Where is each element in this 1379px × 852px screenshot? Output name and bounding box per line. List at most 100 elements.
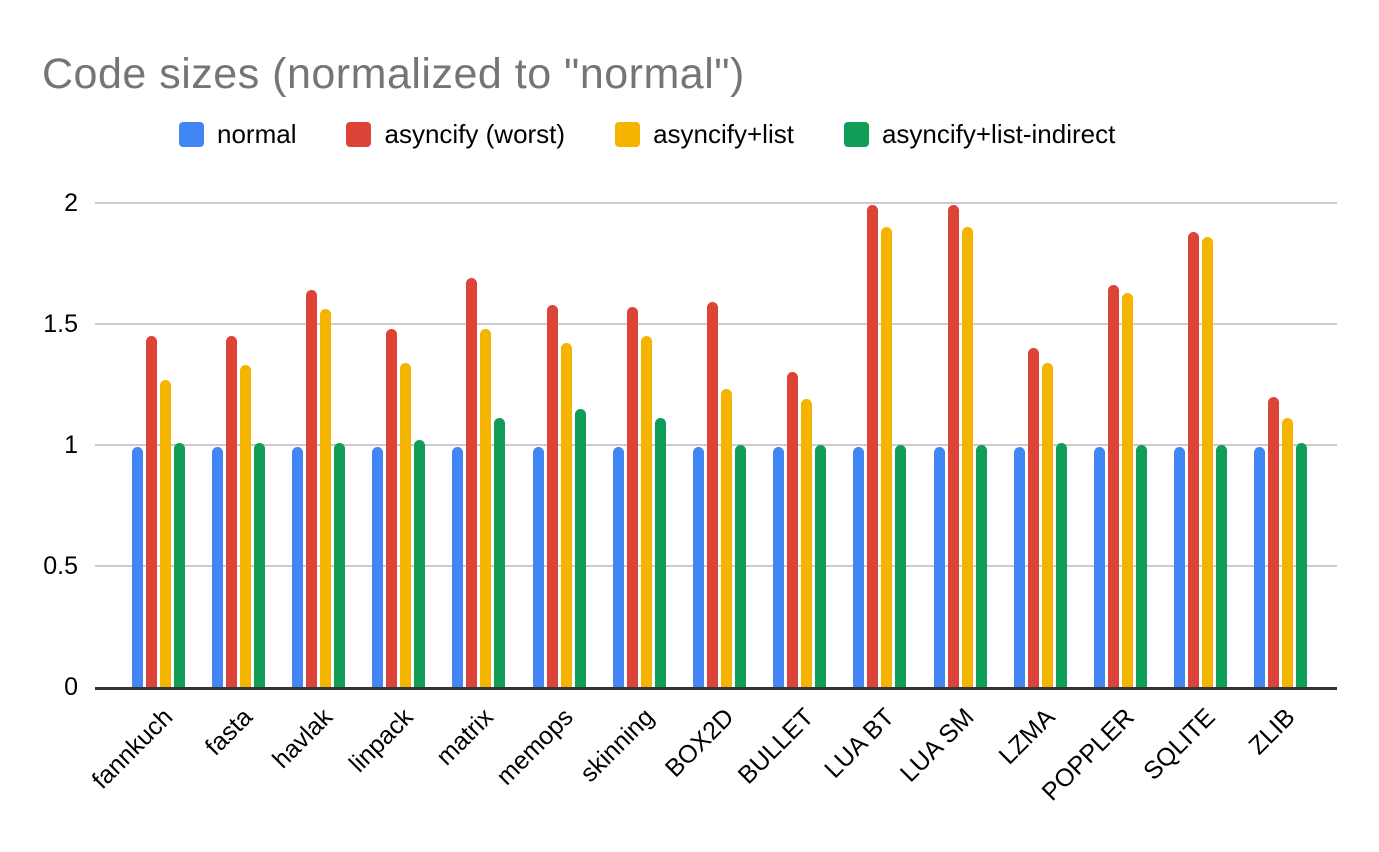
bar-asyncify+list-indirect	[253, 442, 265, 687]
bar-asyncify-worst-	[1027, 348, 1039, 687]
legend-item-normal: normal	[179, 119, 296, 150]
bar-group-bullet	[760, 203, 840, 687]
bar-asyncify+list-indirect	[734, 445, 746, 687]
bar-group-matrix	[439, 203, 519, 687]
bar-group-memops	[519, 203, 599, 687]
legend-label: asyncify (worst)	[384, 119, 566, 149]
bar-asyncify+list-indirect	[975, 445, 987, 687]
bar-asyncify+list-indirect	[1296, 442, 1308, 687]
bar-normal	[372, 447, 384, 687]
bar-group-lua-bt	[840, 203, 920, 687]
y-tick-label: 0	[64, 673, 78, 701]
bar-asyncify+list	[881, 227, 893, 687]
x-tick-label: fannkuch	[86, 703, 178, 795]
bar-asyncify-worst-	[1268, 396, 1280, 687]
bar-normal	[1013, 447, 1025, 687]
bar-asyncify-worst-	[626, 307, 638, 687]
bar-normal	[211, 447, 223, 687]
bar-normal	[773, 447, 785, 687]
bar-asyncify-worst-	[386, 328, 398, 687]
bar-group-havlak	[278, 203, 358, 687]
bar-asyncify+list-indirect	[895, 445, 907, 687]
legend-swatch	[346, 122, 372, 147]
bar-group-fannkuch	[118, 203, 198, 687]
x-axis-line	[95, 687, 1337, 690]
bar-normal	[131, 447, 143, 687]
bar-asyncify+list	[239, 365, 251, 687]
legend-item-asyncify+list-indirect: asyncify+list-indirect	[843, 119, 1116, 150]
legend-label: asyncify+list	[653, 119, 794, 149]
y-tick-label: 1	[64, 431, 78, 459]
bar-asyncify-worst-	[706, 302, 718, 687]
x-tick-label: BOX2D	[659, 703, 740, 783]
bar-asyncify+list	[801, 399, 813, 687]
x-tick-label: linpack	[343, 703, 419, 778]
bar-asyncify+list	[1202, 236, 1214, 687]
bar-asyncify-worst-	[867, 205, 879, 687]
legend-swatch	[843, 122, 869, 147]
bar-asyncify+list-indirect	[494, 418, 506, 687]
bar-normal	[1174, 447, 1186, 687]
x-tick-label: matrix	[430, 703, 499, 771]
bar-asyncify-worst-	[225, 336, 237, 687]
y-tick-label: 2	[64, 189, 78, 217]
bar-asyncify-worst-	[947, 205, 959, 687]
x-tick-label: skinning	[574, 703, 660, 788]
bar-group-poppler	[1080, 203, 1160, 687]
x-tick-label: ZLIB	[1243, 703, 1301, 761]
bar-asyncify-worst-	[466, 278, 478, 687]
legend-label: asyncify+list-indirect	[881, 119, 1116, 149]
legend-item-asyncify-worst-: asyncify (worst)	[346, 119, 565, 150]
bar-asyncify+list-indirect	[574, 408, 586, 687]
bar-asyncify+list	[640, 336, 652, 687]
bar-group-box2d	[679, 203, 759, 687]
legend-label: normal	[217, 119, 297, 149]
bar-asyncify+list	[720, 389, 732, 687]
legend-swatch	[179, 122, 204, 147]
bar-normal	[452, 447, 464, 687]
bar-group-fasta	[198, 203, 278, 687]
bar-normal	[692, 447, 704, 687]
bar-asyncify+list-indirect	[173, 442, 185, 687]
bar-normal	[1093, 447, 1105, 687]
bar-group-linpack	[359, 203, 439, 687]
x-tick-label: SQLITE	[1137, 703, 1221, 786]
bar-asyncify+list	[1282, 418, 1294, 687]
x-tick-label: BULLET	[732, 703, 820, 790]
gridline	[95, 202, 1337, 204]
bar-asyncify-worst-	[787, 372, 799, 687]
bar-asyncify+list	[560, 343, 572, 687]
bar-asyncify+list-indirect	[1135, 445, 1147, 687]
bar-asyncify+list-indirect	[333, 442, 345, 687]
bar-asyncify+list-indirect	[1216, 445, 1228, 687]
bar-asyncify-worst-	[145, 336, 157, 687]
bar-asyncify+list	[159, 379, 171, 687]
bar-asyncify+list	[319, 309, 331, 687]
bar-group-zlib	[1241, 203, 1321, 687]
bar-asyncify+list-indirect	[1055, 442, 1067, 687]
bar-normal	[612, 447, 624, 687]
bar-asyncify+list	[400, 362, 412, 687]
bar-group-skinning	[599, 203, 679, 687]
bar-normal	[291, 447, 303, 687]
x-tick-label: LUA BT	[818, 703, 900, 784]
bar-asyncify-worst-	[305, 290, 317, 687]
y-tick-label: 1.5	[43, 310, 78, 338]
bar-asyncify-worst-	[1107, 285, 1119, 687]
bar-asyncify+list	[1041, 362, 1053, 687]
bar-asyncify-worst-	[546, 304, 558, 687]
legend-item-asyncify+list: asyncify+list	[615, 119, 794, 150]
bar-normal	[532, 447, 544, 687]
bar-normal	[933, 447, 945, 687]
plot-area	[95, 202, 1337, 690]
bar-asyncify+list	[480, 328, 492, 687]
chart-title: Code sizes (normalized to "normal")	[42, 50, 745, 98]
bar-normal	[853, 447, 865, 687]
bar-group-sqlite	[1161, 203, 1241, 687]
x-tick-label: LZMA	[993, 703, 1061, 770]
bar-asyncify-worst-	[1188, 232, 1200, 687]
bar-group-lua-sm	[920, 203, 1000, 687]
bar-asyncify+list-indirect	[815, 445, 827, 687]
x-tick-label: LUA SM	[895, 703, 980, 788]
